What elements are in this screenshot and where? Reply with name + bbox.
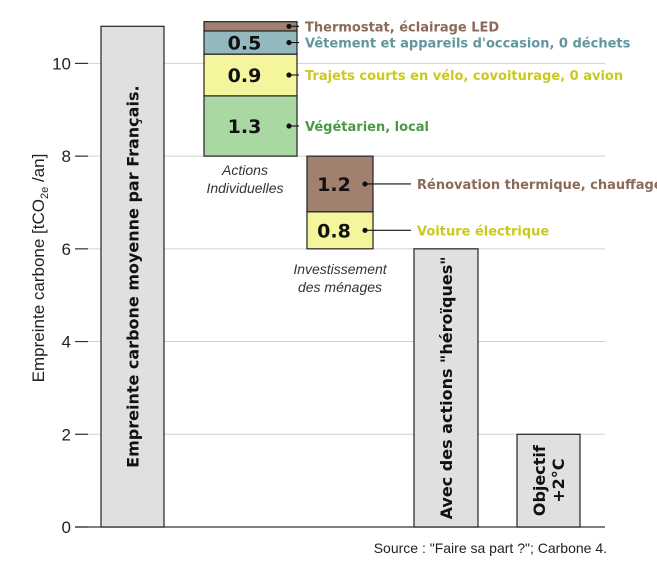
y-axis-label: Empreinte carbone [tCO2e /an] xyxy=(29,154,51,383)
source-note: Source : "Faire sa part ?"; Carbone 4. xyxy=(374,540,607,556)
segment-value-label: 1.3 xyxy=(228,116,262,138)
segment-annotation: Rénovation thermique, chauffage xyxy=(417,178,657,193)
y-tick-label: 10 xyxy=(52,54,71,73)
bar xyxy=(516,433,581,528)
segment-annotation: Végétarien, local xyxy=(305,120,429,135)
y-tick-label: 8 xyxy=(62,147,71,166)
segment-annotation: Vêtement et appareils d'occasion, 0 déch… xyxy=(305,37,631,52)
bar-label: Objectif xyxy=(530,444,549,516)
bar xyxy=(100,25,165,528)
segment-value-label: 0.5 xyxy=(228,33,262,55)
segment-value-label: 0.8 xyxy=(317,220,351,242)
bar-label-group: Objectif +2°C xyxy=(530,444,568,516)
group-label: Actions xyxy=(221,162,268,178)
bars-layer: Empreinte carbone moyenne par Français. A… xyxy=(100,20,657,528)
segment-annotation: Trajets courts en vélo, covoiturage, 0 a… xyxy=(305,69,623,84)
stack-segment xyxy=(306,155,374,213)
y-tick-label: 2 xyxy=(62,425,71,444)
y-tick-label: 4 xyxy=(62,333,71,352)
y-tick-label: 6 xyxy=(62,240,71,259)
bar-label-group: Empreinte carbone moyenne par Français. xyxy=(124,85,143,467)
segment-value-label: 1.2 xyxy=(317,174,351,196)
group-label: des ménages xyxy=(298,279,382,295)
stack-segment xyxy=(203,21,298,32)
segment-value-label: 0.9 xyxy=(228,65,262,87)
stack-segment xyxy=(203,53,298,97)
bar xyxy=(413,248,479,528)
group-label: Individuelles xyxy=(206,180,283,196)
group-label: Investissement xyxy=(293,261,387,277)
bar-label: Empreinte carbone moyenne par Français. xyxy=(124,85,143,467)
segment-annotation: Thermostat, éclairage LED xyxy=(305,20,499,35)
y-tick-label: 0 xyxy=(62,518,71,537)
bar-label-group: Avec des actions "héroïques" xyxy=(437,256,456,519)
y-axis: 0 2 4 6 8 10 xyxy=(52,54,605,537)
bar-label: Avec des actions "héroïques" xyxy=(437,256,456,519)
bar-label: +2°C xyxy=(549,458,568,502)
stack-segment xyxy=(203,95,298,157)
segment-annotation: Voiture électrique xyxy=(417,224,549,239)
